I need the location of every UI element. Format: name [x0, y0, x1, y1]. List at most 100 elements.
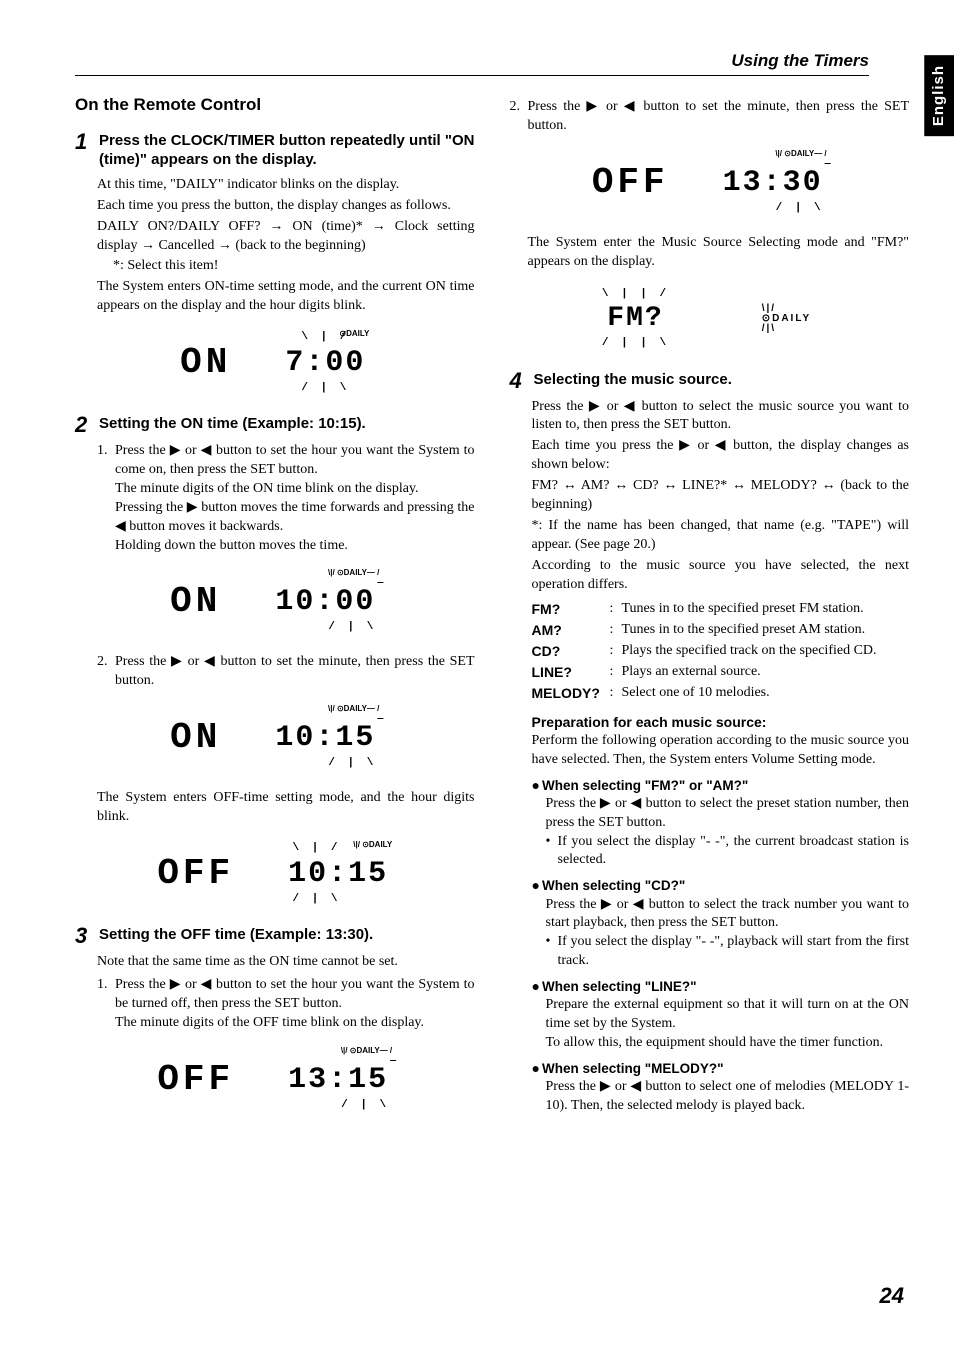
daily-indicator: \|/ ⊙DAILY— /	[341, 1047, 392, 1055]
substep-text: Press the ▶ or ◀ button to set the hour …	[115, 442, 475, 555]
step-2-heading: Setting the ON time (Example: 10:15).	[99, 414, 366, 436]
text-line: *: If the name has been changed, that na…	[532, 517, 910, 555]
step-1-body: At this time, "DAILY" indicator blinks o…	[97, 176, 475, 316]
text-line: Each time you press the ▶ or ◀ button, t…	[532, 437, 910, 475]
text-line: If you select the display "- -", playbac…	[558, 933, 910, 971]
lcd-time-value: 13:15	[288, 1063, 388, 1097]
step-1: 1 Press the CLOCK/TIMER button repeatedl…	[75, 131, 475, 170]
step-1-line3: DAILY ON?/DAILY OFF? → ON (time)* → Cloc…	[97, 218, 475, 256]
step-4: 4 Selecting the music source.	[510, 370, 910, 392]
lcd-time-value: 7:00	[285, 346, 365, 380]
lcd-on-time: \ | / ⊙DAILY 7:00 / | \	[281, 334, 369, 392]
substep-number: 1.	[97, 976, 115, 1033]
substep-line: The minute digits of the OFF time blink …	[115, 1015, 424, 1030]
daily-indicator: \|/ ⊙DAILY— /	[775, 150, 826, 158]
daily-indicator-small: \|/⊙DAILY/|\	[758, 290, 815, 348]
lcd-on-label: ON	[180, 345, 231, 381]
lcd-display-fm: \ | | / FM? / | | \ \|/⊙DAILY/|\	[510, 290, 910, 348]
blink-icon: / | \	[341, 1100, 389, 1111]
step-1-line2: Each time you press the button, the disp…	[97, 197, 475, 216]
lcd-fm-value: \ | | / FM? / | | \	[603, 291, 667, 347]
substep-number: 1.	[97, 442, 115, 555]
step-2-tail: The System enters OFF-time setting mode,…	[97, 789, 475, 827]
lcd-time-value: 10:15	[275, 721, 375, 755]
selecting-fm-am-body: Press the ▶ or ◀ button to select the pr…	[546, 795, 910, 871]
daily-indicator: ⊙DAILY	[339, 330, 369, 338]
text-line: Press the ▶ or ◀ button to select the tr…	[546, 897, 910, 931]
daily-indicator: \|/ ⊙DAILY— /	[328, 705, 379, 713]
step-1-line1: At this time, "DAILY" indicator blinks o…	[97, 176, 475, 195]
blink-icon: / | \	[776, 203, 824, 214]
source-row-melody: MELODY? : Select one of 10 melodies.	[532, 684, 910, 703]
lcd-time-value: 13:30	[723, 166, 823, 200]
source-colon: :	[610, 621, 622, 640]
blink-icon: / | | \	[602, 338, 669, 349]
lcd-display-on-1000: ON \|/ ⊙DAILY— / 10:00 — / | \	[75, 573, 475, 631]
selecting-line-head: ●When selecting "LINE?"	[532, 977, 910, 996]
lcd-off-time: \|/ ⊙DAILY— / 13:15 — / | \	[284, 1051, 392, 1109]
selecting-fm-am-head: ●When selecting "FM?" or "AM?"	[532, 776, 910, 795]
source-label: CD?	[532, 642, 610, 661]
lcd-on-label: ON	[170, 584, 221, 620]
source-colon: :	[610, 684, 622, 703]
substep-number: 2.	[97, 653, 115, 691]
substep-text: Press the ▶ or ◀ button to set the hour …	[115, 976, 475, 1033]
lcd-fm-text: FM?	[607, 303, 663, 334]
header-title: Using the Timers	[75, 50, 869, 76]
substep-text: Press the ▶ or ◀ button to set the minut…	[115, 653, 475, 691]
blink-icon: \ | | /	[602, 289, 669, 300]
lcd-off-label: OFF	[157, 1062, 234, 1098]
bullet-label: When selecting "MELODY?"	[542, 1061, 724, 1076]
step-3-tail: The System enter the Music Source Select…	[528, 234, 910, 272]
bullet-icon: ●	[532, 877, 540, 893]
lcd-off-time: \ | / \|/ ⊙DAILY 10:15 / | \	[284, 845, 392, 903]
source-desc: Tunes in to the specified preset FM stat…	[622, 600, 910, 619]
lcd-off-label: OFF	[157, 856, 234, 892]
text-line: Perform the following operation accordin…	[532, 732, 910, 770]
source-desc: Select one of 10 melodies.	[622, 684, 910, 703]
text-line: Press the ▶ or ◀ button to select the pr…	[546, 796, 910, 830]
source-table: FM? : Tunes in to the specified preset F…	[532, 600, 910, 702]
lcd-display-on-700: ON \ | / ⊙DAILY 7:00 / | \	[75, 334, 475, 392]
selecting-melody-body: Press the ▶ or ◀ button to select one of…	[546, 1078, 910, 1116]
source-colon: :	[610, 663, 622, 682]
text-line: FM? ↔ AM? ↔ CD? ↔ LINE?* ↔ MELODY? ↔ (ba…	[532, 477, 910, 515]
text-line: According to the music source you have s…	[532, 557, 910, 595]
substep-line: Holding down the button moves the time.	[115, 538, 348, 553]
source-row-line: LINE? : Plays an external source.	[532, 663, 910, 682]
lcd-time-value: 10:15	[288, 857, 388, 891]
step-1-line5: The System enters ON-time setting mode, …	[97, 278, 475, 316]
text-line: Note that the same time as the ON time c…	[97, 953, 475, 972]
blink-icon: \ | /	[293, 843, 341, 854]
language-tab: English	[924, 55, 954, 136]
lcd-display-off-1015: OFF \ | / \|/ ⊙DAILY 10:15 / | \	[75, 845, 475, 903]
daily-indicator: \|/ ⊙DAILY— /	[328, 569, 379, 577]
substep-line: Press the ▶ or ◀ button to set the hour …	[115, 977, 475, 1011]
bullet-icon: ●	[532, 1060, 540, 1076]
step-1-line4: *: Select this item!	[113, 257, 475, 276]
blink-icon: —	[390, 1057, 398, 1067]
lcd-display-on-1015: ON \|/ ⊙DAILY— / 10:15 — / | \	[75, 709, 475, 767]
blink-icon: —	[377, 715, 385, 725]
text-line: Press the ▶ or ◀ button to select one of…	[546, 1079, 910, 1113]
text-line: To allow this, the equipment should have…	[546, 1035, 884, 1050]
blink-icon: —	[377, 579, 385, 589]
step-3-sub2: 2. Press the ▶ or ◀ button to set the mi…	[510, 98, 910, 136]
lcd-time-value: 10:00	[275, 585, 375, 619]
substep-text: Press the ▶ or ◀ button to set the minut…	[528, 98, 910, 136]
step-2-sub1: 1. Press the ▶ or ◀ button to set the ho…	[97, 442, 475, 555]
lcd-on-label: ON	[170, 720, 221, 756]
blink-icon: —	[825, 160, 833, 170]
step-2-number: 2	[75, 414, 93, 436]
blink-icon: / | \	[293, 894, 341, 905]
preparation-heading: Preparation for each music source:	[532, 713, 910, 732]
bullet-label: When selecting "CD?"	[542, 878, 685, 893]
step-3-sub1: 1. Press the ▶ or ◀ button to set the ho…	[97, 976, 475, 1033]
content-columns: On the Remote Control 1 Press the CLOCK/…	[75, 94, 909, 1131]
step-1-number: 1	[75, 131, 93, 170]
source-label: AM?	[532, 621, 610, 640]
step-4-body: Press the ▶ or ◀ button to select the mu…	[532, 398, 910, 595]
source-label: LINE?	[532, 663, 610, 682]
bullet-icon: ●	[532, 777, 540, 793]
blink-icon: / | \	[328, 758, 376, 769]
